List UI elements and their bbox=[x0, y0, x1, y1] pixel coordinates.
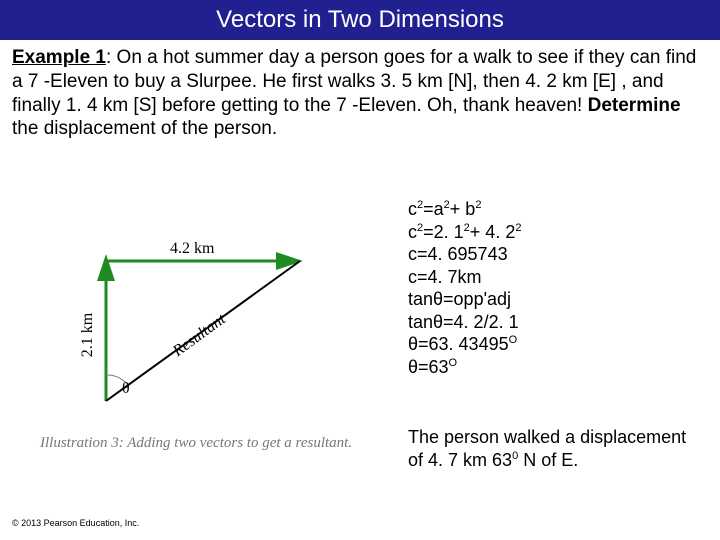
conclusion-c: N of E. bbox=[518, 450, 578, 470]
calc-line-7: θ=63. 43495O bbox=[408, 333, 698, 356]
problem-paragraph: Example 1: On a hot summer day a person … bbox=[12, 46, 708, 141]
diagram-svg: θ 4.2 km 2.1 km Resultant bbox=[40, 235, 360, 425]
copyright-text: © 2013 Pearson Education, Inc. bbox=[12, 518, 139, 528]
vector-diagram: θ 4.2 km 2.1 km Resultant Illustration 3… bbox=[40, 235, 360, 475]
calc-line-3: c=4. 695743 bbox=[408, 243, 698, 266]
conclusion-text: The person walked a displacement of 4. 7… bbox=[408, 426, 698, 471]
calculation-block: c2=a2+ b2 c2=2. 12+ 4. 22 c=4. 695743 c=… bbox=[408, 198, 698, 378]
page-title: Vectors in Two Dimensions bbox=[216, 6, 504, 33]
problem-text-2: the displacement of the person. bbox=[12, 118, 277, 139]
horizontal-axis-label: 4.2 km bbox=[170, 240, 215, 257]
calc-line-2: c2=2. 12+ 4. 22 bbox=[408, 221, 698, 244]
resultant-label: Resultant bbox=[169, 310, 229, 360]
diagram-caption: Illustration 3: Adding two vectors to ge… bbox=[40, 434, 360, 452]
calc-l1c: + b bbox=[450, 199, 476, 219]
vertical-axis-label: 2.1 km bbox=[79, 312, 96, 357]
calc-line-5: tanθ=opp'adj bbox=[408, 288, 698, 311]
calc-l2b: =2. 1 bbox=[423, 222, 464, 242]
calc-l1a: c bbox=[408, 199, 417, 219]
calc-l7a: θ=63. 43495 bbox=[408, 334, 509, 354]
calc-l1b: =a bbox=[423, 199, 444, 219]
calc-line-4: c=4. 7km bbox=[408, 266, 698, 289]
content-area: Example 1: On a hot summer day a person … bbox=[0, 40, 720, 141]
theta-label: θ bbox=[122, 380, 130, 397]
example-label: Example 1 bbox=[12, 47, 106, 68]
calc-l2c: + 4. 2 bbox=[470, 222, 516, 242]
calc-line-8: θ=63O bbox=[408, 356, 698, 379]
calc-line-1: c2=a2+ b2 bbox=[408, 198, 698, 221]
determine-word: Determine bbox=[588, 95, 681, 116]
calc-line-6: tanθ=4. 2/2. 1 bbox=[408, 311, 698, 334]
calc-l8b: O bbox=[449, 357, 458, 369]
title-bar: Vectors in Two Dimensions bbox=[0, 0, 720, 40]
calc-l8a: θ=63 bbox=[408, 357, 449, 377]
calc-l2a: c bbox=[408, 222, 417, 242]
calc-l7b: O bbox=[509, 334, 518, 346]
